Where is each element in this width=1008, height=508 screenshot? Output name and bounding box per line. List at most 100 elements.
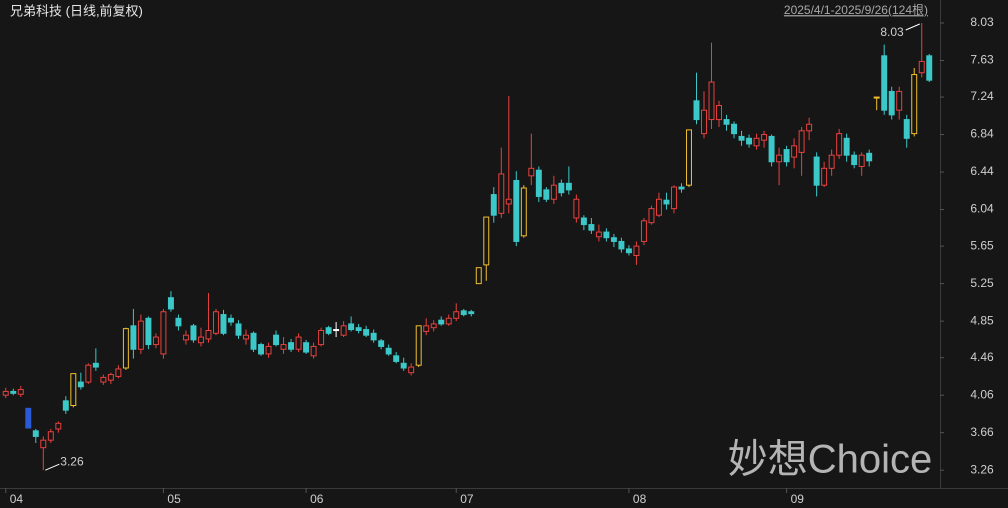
annotation-arrow <box>905 23 920 31</box>
y-tick-label: 7.24 <box>970 89 994 103</box>
candle-body <box>663 199 670 205</box>
candle-body <box>145 317 152 346</box>
candle-body <box>828 154 835 169</box>
candle-body <box>866 152 873 162</box>
candle-body <box>423 325 430 332</box>
candle-body <box>438 319 445 325</box>
candle-body <box>813 156 820 186</box>
candle-body <box>205 330 212 340</box>
candle-body <box>235 323 242 336</box>
candle-body <box>160 311 167 355</box>
x-tick-label: 09 <box>791 492 805 506</box>
candle-body <box>836 133 843 156</box>
candle-body <box>107 374 114 381</box>
candle-body <box>776 154 783 163</box>
candle-body <box>738 135 745 141</box>
candle-body <box>783 149 790 163</box>
candle-body <box>400 362 407 369</box>
candle-body <box>896 90 903 111</box>
candle-body <box>340 325 347 336</box>
candle-body <box>415 325 422 366</box>
candle-body <box>70 373 77 406</box>
candle-body <box>798 130 805 153</box>
candle-body <box>318 330 325 346</box>
candle-body <box>753 137 760 147</box>
candle-body <box>580 217 587 226</box>
candle-body <box>708 81 715 121</box>
candle-body <box>858 154 865 167</box>
candle-body <box>408 366 415 374</box>
candle-body <box>122 328 129 369</box>
candle-body <box>873 96 880 99</box>
y-tick-label: 3.26 <box>970 462 994 476</box>
candle-body <box>595 231 602 238</box>
candle-body <box>565 182 572 191</box>
candle-body <box>175 317 182 327</box>
candle-body <box>558 182 565 194</box>
candle-body <box>573 198 580 219</box>
candle-body <box>325 327 332 334</box>
low-annotation: 3.26 <box>60 454 84 468</box>
x-tick-label: 05 <box>167 492 181 506</box>
candle-body <box>633 245 640 256</box>
x-tick-label: 06 <box>310 492 324 506</box>
candle-body <box>190 325 197 341</box>
candle-body <box>100 376 107 383</box>
candle-body <box>843 137 850 156</box>
candle-body <box>137 320 144 350</box>
candle-body <box>520 187 527 237</box>
date-range[interactable]: 2025/4/1-2025/9/26(124根) <box>784 3 928 17</box>
candle-body <box>648 208 655 224</box>
y-tick-label: 4.85 <box>970 313 994 327</box>
candle-body <box>92 362 99 368</box>
candle-body <box>40 439 47 449</box>
y-tick-label: 5.65 <box>970 238 994 252</box>
y-tick-label: 7.63 <box>970 53 994 67</box>
candle-body <box>640 220 647 242</box>
candle-body <box>295 336 302 350</box>
candle-body <box>460 310 467 316</box>
candle-body <box>791 145 798 158</box>
candle-body <box>333 329 340 332</box>
candle-body <box>655 198 662 216</box>
candle-body <box>47 431 54 441</box>
candle-body <box>152 336 159 346</box>
candle-body <box>167 297 174 310</box>
candle-body <box>716 105 722 121</box>
candle-body <box>475 267 482 285</box>
candle-body <box>250 332 257 350</box>
candle-body <box>603 231 610 239</box>
candle-body <box>453 311 460 319</box>
candle-body <box>197 336 204 344</box>
candle-body <box>806 123 813 132</box>
candle-body <box>243 334 249 340</box>
y-tick-label: 6.04 <box>970 202 994 216</box>
candle-body <box>513 180 520 242</box>
candle-body <box>625 248 632 254</box>
candle-body <box>888 90 895 116</box>
candle-body <box>25 407 32 429</box>
candle-body <box>265 345 272 355</box>
candle-body <box>851 154 858 166</box>
candle-body <box>370 332 377 341</box>
candle-body <box>2 390 9 396</box>
x-tick-label: 08 <box>633 492 647 506</box>
candle-body <box>385 347 392 355</box>
candle-body <box>355 327 362 331</box>
candle-body <box>468 311 475 315</box>
candle-body <box>903 119 910 139</box>
candle-body <box>363 329 370 336</box>
candle-body <box>821 167 828 186</box>
candle-body <box>273 334 280 346</box>
candle-body <box>550 184 557 200</box>
x-tick-label: 04 <box>10 492 24 506</box>
candle-body <box>610 237 617 242</box>
candle-body <box>220 314 227 334</box>
candle-body <box>881 55 888 111</box>
candle-body <box>693 100 700 121</box>
candle-body <box>85 364 92 383</box>
candle-body <box>505 198 512 205</box>
candle-body <box>310 345 317 357</box>
candle-body <box>686 129 692 186</box>
